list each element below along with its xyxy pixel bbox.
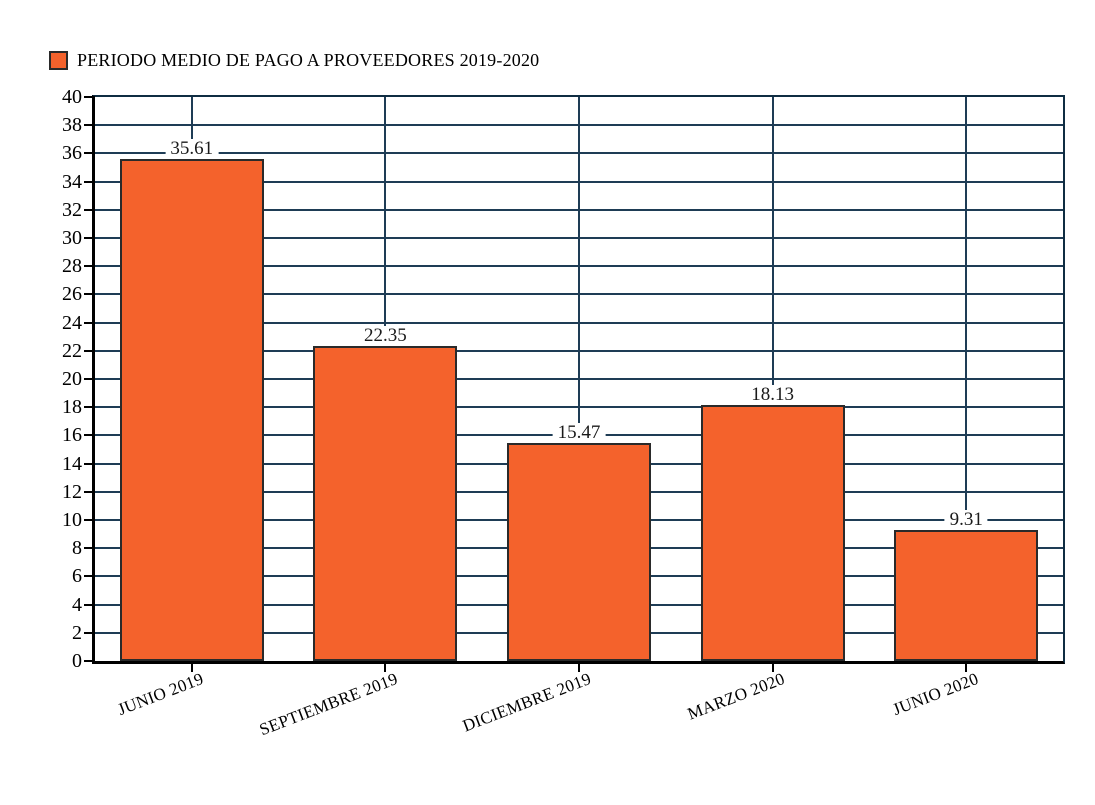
y-axis-tick-label: 32: [62, 198, 82, 221]
x-axis-tick: [965, 664, 968, 672]
y-axis-tick: [84, 547, 95, 550]
x-axis-tick: [190, 664, 193, 672]
x-axis-category-label: JUNIO 2019: [115, 669, 207, 720]
y-axis-tick: [84, 660, 95, 662]
legend-marker-icon: [49, 51, 68, 70]
y-axis-tick: [84, 378, 95, 380]
bar-value-label: 18.13: [746, 385, 799, 405]
y-axis-tick-label: 8: [72, 537, 82, 560]
y-axis-tick: [84, 208, 95, 211]
y-axis-tick-label: 12: [62, 480, 82, 503]
y-axis-tick: [84, 180, 95, 183]
y-axis-tick: [84, 96, 95, 98]
y-axis-tick: [84, 406, 95, 409]
y-axis-tick: [84, 519, 95, 521]
y-axis-tick-label: 16: [62, 424, 82, 447]
y-axis-tick-label: 6: [72, 565, 82, 588]
y-axis-tick: [84, 462, 95, 465]
y-axis-tick: [84, 434, 95, 437]
bar-value-label: 35.61: [165, 139, 219, 159]
y-axis-tick: [84, 631, 95, 634]
y-axis-tick-label: 14: [62, 452, 82, 475]
y-axis-tick-label: 2: [72, 621, 82, 644]
y-axis-tick-label: 28: [62, 255, 82, 278]
y-axis-tick-label: 30: [62, 227, 82, 249]
bar: [894, 530, 1039, 661]
x-axis-category-label: JUNIO 2020: [889, 669, 982, 720]
vertical-gridline: [771, 97, 774, 661]
y-axis-tick-label: 10: [62, 509, 82, 531]
bar: [700, 405, 845, 661]
y-axis-tick-label: 22: [62, 339, 82, 362]
x-axis-tick: [771, 664, 774, 672]
y-axis-tick-label: 0: [72, 650, 82, 672]
legend-label: PERIODO MEDIO DE PAGO A PROVEEDORES 2019…: [77, 50, 540, 70]
y-axis-tick-label: 38: [62, 114, 82, 137]
plot-area: 35.61 22.35 15.47 18.13 9.31: [92, 95, 1065, 664]
y-axis-tick-label: 4: [72, 593, 82, 616]
y-axis-tick: [84, 490, 95, 493]
y-axis-tick: [84, 265, 95, 268]
x-axis-category-label: SEPTIEMBRE 2019: [256, 669, 401, 740]
bar-value-label: 15.47: [552, 423, 606, 443]
x-axis-category-label: MARZO 2020: [684, 669, 788, 724]
x-axis-tick: [384, 664, 387, 672]
y-axis-tick-label: 26: [62, 283, 82, 306]
vertical-gridline: [578, 97, 580, 661]
x-axis-tick: [578, 664, 580, 672]
y-axis-tick: [84, 349, 95, 352]
legend: PERIODO MEDIO DE PAGO A PROVEEDORES 2019…: [49, 50, 539, 71]
y-axis-tick: [84, 237, 95, 239]
y-axis-tick: [84, 152, 95, 155]
y-axis-tick-label: 34: [62, 170, 82, 193]
bar: [507, 443, 651, 661]
y-axis-tick-label: 36: [62, 142, 82, 165]
y-axis-tick-label: 40: [62, 86, 82, 108]
y-axis-tick: [84, 321, 95, 324]
y-axis-tick: [84, 293, 95, 296]
y-axis-tick: [84, 603, 95, 606]
bar: [313, 346, 458, 661]
bar-value-label: 9.31: [944, 510, 988, 530]
y-axis-tick: [84, 575, 95, 578]
y-axis-tick-label: 24: [62, 311, 82, 334]
y-axis-tick: [84, 124, 95, 127]
y-axis-tick-label: 20: [62, 368, 82, 390]
bar: [119, 159, 264, 661]
vertical-gridline: [965, 97, 968, 661]
x-axis-category-label: DICIEMBRE 2019: [460, 669, 594, 736]
bar-value-label: 22.35: [359, 326, 412, 346]
y-axis-tick-label: 18: [62, 396, 82, 419]
